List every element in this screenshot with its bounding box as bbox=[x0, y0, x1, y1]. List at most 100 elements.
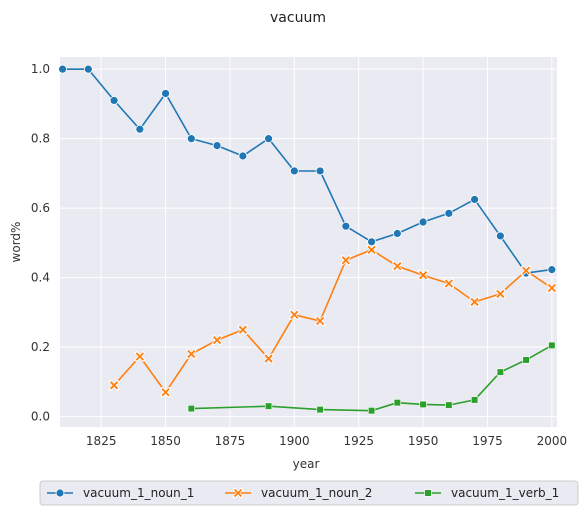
series-vacuum_1_noun_2 bbox=[108, 244, 557, 398]
data-point bbox=[522, 356, 530, 364]
data-point bbox=[443, 278, 454, 289]
legend-label: vacuum_1_noun_2 bbox=[261, 486, 372, 500]
data-point bbox=[520, 265, 532, 276]
data-point bbox=[341, 221, 351, 231]
data-point bbox=[495, 231, 505, 241]
chart-title: vacuum bbox=[270, 10, 326, 26]
marker-cross bbox=[187, 349, 196, 359]
y-tick-label: 0.4 bbox=[31, 271, 50, 285]
x-tick-label: 1925 bbox=[343, 434, 374, 448]
marker-cross bbox=[109, 381, 119, 390]
data-point bbox=[315, 166, 325, 176]
series-vacuum_1_noun_1 bbox=[58, 64, 557, 278]
data-point bbox=[83, 64, 93, 74]
legend: vacuum_1_noun_1 vacuum_1_noun_2 vacuum_1_v… bbox=[39, 480, 579, 506]
marker-cross bbox=[367, 245, 376, 254]
legend-frame bbox=[39, 480, 579, 506]
data-point bbox=[186, 134, 196, 144]
data-point bbox=[316, 406, 324, 414]
data-point bbox=[161, 89, 170, 98]
data-point bbox=[495, 288, 506, 300]
data-point bbox=[58, 64, 67, 74]
series-line bbox=[62, 68, 552, 274]
marker-cross bbox=[161, 388, 170, 397]
y-axis-ticks: 0.0 0.2 0.4 0.6 0.8 1.0 bbox=[31, 62, 50, 423]
x-tick-label: 1875 bbox=[215, 434, 246, 448]
x-tick-label: 1850 bbox=[150, 434, 181, 448]
marker-cross bbox=[212, 336, 222, 345]
data-point bbox=[264, 402, 273, 410]
data-point bbox=[367, 237, 376, 247]
data-point bbox=[469, 296, 480, 308]
marker-cross bbox=[547, 283, 556, 293]
marker-cross bbox=[315, 316, 325, 326]
x-axis-ticks: 1825 1850 1875 1900 1925 1950 1975 2000 bbox=[86, 434, 567, 448]
data-point bbox=[187, 404, 195, 413]
y-axis-label: word% bbox=[9, 222, 23, 263]
data-point bbox=[418, 217, 428, 227]
legend-entry: vacuum_1_noun_1 bbox=[47, 486, 194, 500]
data-point bbox=[366, 244, 377, 255]
data-point bbox=[444, 208, 454, 218]
data-point bbox=[392, 261, 403, 272]
y-tick-label: 0.0 bbox=[31, 410, 50, 424]
legend-marker bbox=[55, 488, 65, 498]
y-tick-label: 0.2 bbox=[31, 340, 50, 354]
marker-cross bbox=[470, 297, 479, 307]
data-point bbox=[108, 380, 120, 391]
marker-cross bbox=[264, 354, 273, 363]
marker-cross bbox=[238, 325, 247, 334]
marker-cross bbox=[521, 266, 531, 275]
legend-marker bbox=[232, 487, 244, 499]
legend-marker bbox=[424, 489, 432, 497]
marker-cross bbox=[418, 271, 428, 280]
x-axis-label: year bbox=[293, 457, 320, 471]
data-point bbox=[417, 270, 429, 281]
x-tick-label: 1950 bbox=[408, 434, 439, 448]
legend-label: vacuum_1_verb_1 bbox=[451, 486, 559, 500]
data-point bbox=[212, 141, 222, 150]
marker-cross bbox=[341, 256, 350, 265]
data-point bbox=[546, 282, 557, 294]
y-tick-label: 0.6 bbox=[31, 201, 50, 215]
series-vacuum_1_verb_1 bbox=[187, 341, 556, 415]
marker-cross bbox=[135, 352, 144, 361]
marker-cross bbox=[290, 310, 299, 319]
data-point bbox=[548, 341, 556, 349]
plot-area bbox=[60, 57, 557, 427]
data-point bbox=[135, 124, 145, 134]
x-tick-label: 1825 bbox=[86, 434, 117, 448]
data-point bbox=[496, 368, 504, 376]
series-line bbox=[113, 249, 553, 394]
data-point bbox=[547, 265, 557, 275]
legend-entry: vacuum_1_verb_1 bbox=[415, 486, 559, 500]
marker-cross bbox=[233, 488, 243, 498]
data-point bbox=[160, 387, 171, 398]
data-point bbox=[445, 401, 453, 409]
y-tick-label: 1.0 bbox=[31, 62, 50, 76]
x-tick-label: 2000 bbox=[537, 434, 568, 448]
data-point bbox=[289, 166, 299, 176]
data-point bbox=[109, 96, 119, 105]
data-point bbox=[289, 309, 300, 320]
x-tick-label: 1900 bbox=[279, 434, 310, 448]
data-point bbox=[367, 407, 376, 415]
data-point bbox=[263, 353, 274, 364]
legend-entry: vacuum_1_noun_2 bbox=[225, 486, 372, 500]
data-point bbox=[238, 151, 248, 161]
data-point bbox=[470, 396, 479, 404]
grid bbox=[60, 57, 557, 427]
data-point bbox=[393, 399, 401, 407]
data-point bbox=[237, 324, 248, 335]
data-point bbox=[470, 195, 479, 204]
x-tick-label: 1975 bbox=[472, 434, 503, 448]
data-point bbox=[134, 351, 145, 362]
data-point bbox=[340, 255, 351, 266]
data-point bbox=[314, 315, 326, 327]
data-point bbox=[392, 229, 402, 238]
legend-label: vacuum_1_noun_1 bbox=[83, 486, 194, 500]
y-tick-label: 0.8 bbox=[31, 132, 50, 146]
marker-cross bbox=[496, 289, 505, 299]
data-point bbox=[211, 335, 223, 346]
